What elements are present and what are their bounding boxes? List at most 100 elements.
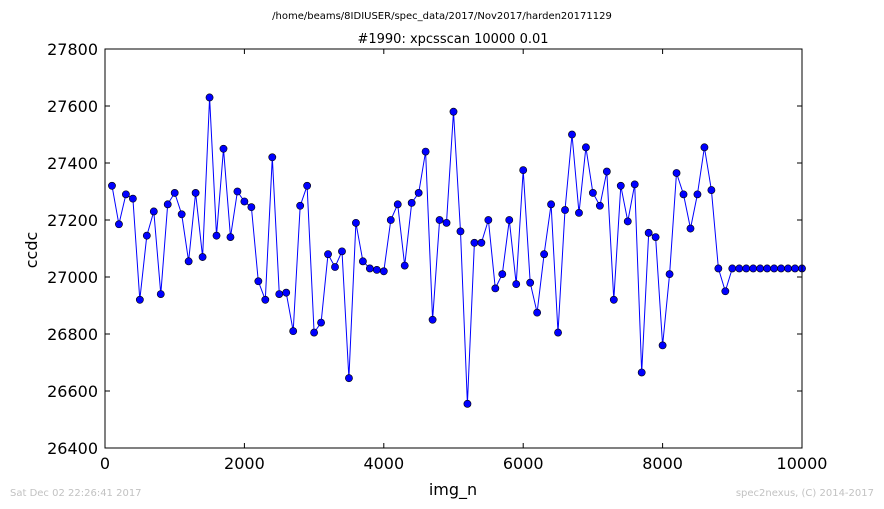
data-point [554,328,562,337]
data-point [470,238,479,247]
footer-credit: spec2nexus, (C) 2014-2017 [735,488,874,499]
data-point [498,270,507,279]
data-point [707,186,716,194]
data-point [651,233,660,241]
data-point [296,201,305,210]
data-point [609,295,618,304]
data-point [526,278,535,287]
data-point [477,238,486,247]
y-tick-label: 26600 [47,382,98,401]
data-point [595,201,604,210]
data-point [763,264,772,273]
data-point [156,290,165,298]
data-point [721,287,730,296]
x-tick-label: 10000 [777,454,828,473]
data-point [442,218,451,227]
data-point [163,200,172,209]
data-point [777,264,785,273]
plot-area: 0 2000 4000 6000 8000 10000 26400 26600 26800 270… [47,40,827,473]
data-point [672,169,681,177]
data-point [393,200,402,209]
data-point [317,318,325,327]
data-point [637,368,646,377]
y-tick-label: 27800 [47,40,98,59]
data-point [644,228,653,237]
data-point [149,207,158,216]
data-point [108,181,116,190]
y-tick-label: 27600 [47,97,98,116]
data-point [122,190,130,199]
data-point [372,265,381,274]
data-point [205,93,214,102]
data-point [254,277,263,286]
chart-title: #1990: xpcsscan 10000 0.01 [357,32,548,47]
data-point [135,295,144,304]
data-point [435,216,444,224]
data-point [219,144,228,153]
series-line [111,97,802,404]
data-point [289,327,298,336]
data-point [540,250,549,259]
data-point [115,220,123,229]
data-point [756,264,765,273]
data-point [665,270,674,279]
data-point [630,180,639,189]
data-point [700,143,709,152]
data-point [191,189,200,197]
data-point [128,194,137,203]
data-point [561,206,569,214]
x-tick-label: 8000 [642,454,683,473]
x-axis-label: img_n [429,480,477,500]
data-point [428,315,437,324]
data-point [735,264,744,273]
data-point [379,267,388,276]
data-point [261,295,270,304]
data-point [519,166,528,175]
data-point [358,257,367,266]
footer-timestamp: Sat Dec 02 22:26:41 2017 [10,488,142,499]
data-point [310,328,318,337]
data-point [324,250,332,259]
data-point [240,197,249,206]
data-point [247,203,256,212]
data-point [505,216,514,224]
y-tick-label: 26800 [47,325,98,344]
data-point [365,264,374,273]
y-tick-label: 27000 [47,268,98,287]
data-point [547,200,555,209]
data-point [463,399,472,408]
data-point [352,218,360,227]
data-point [575,208,583,217]
data-point [602,167,611,176]
data-point [177,210,186,219]
data-point [212,231,221,240]
chart-suptitle: /home/beams/8IDIUSER/spec_data/2017/Nov2… [272,11,612,22]
data-point [268,153,277,162]
data-point [386,216,395,224]
plot-frame [104,48,803,449]
data-point [582,143,590,152]
data-point [714,264,723,273]
data-point [331,263,339,271]
data-point [679,190,688,199]
data-point [623,217,632,226]
data-point [226,233,235,241]
x-tick-label: 4000 [363,454,404,473]
data-point [533,308,542,317]
data-point [303,181,312,190]
y-tick-label: 26400 [47,439,98,458]
data-point [791,264,799,273]
data-point [456,227,465,236]
data-point [449,107,458,116]
data-point [568,130,576,139]
data-point [693,190,702,199]
data-point [282,288,291,297]
y-axis-label: ccdc [22,232,41,269]
data-point [142,231,151,240]
data-point [275,290,284,298]
data-point [233,187,242,196]
data-point [728,264,737,273]
data-point [491,284,500,293]
data-point [400,261,409,270]
